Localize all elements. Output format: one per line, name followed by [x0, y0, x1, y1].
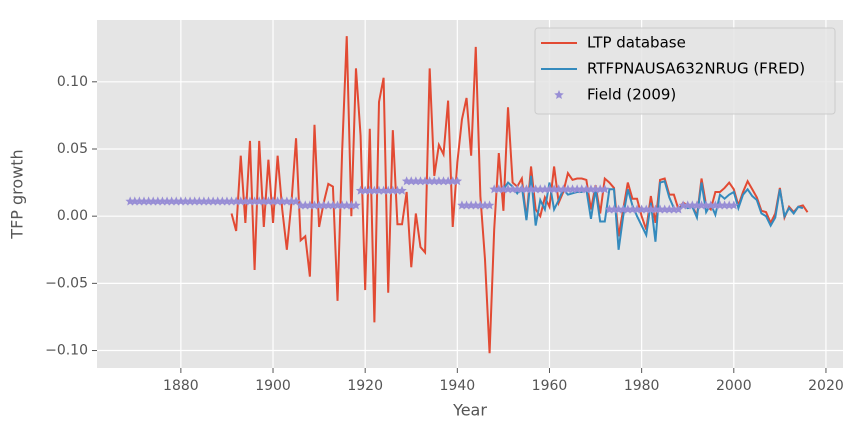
legend-label: RTFPNAUSA632NRUG (FRED)	[587, 60, 805, 78]
y-tick-label: 0.05	[57, 141, 88, 157]
y-axis-title: TFP growth	[8, 149, 27, 239]
legend-box	[534, 27, 836, 115]
star-marker	[600, 184, 610, 194]
star-marker	[452, 176, 463, 186]
x-tick-label: 2020	[808, 378, 844, 394]
legend: LTP database RTFPNAUSA632NRUG (FRED) Field…	[534, 27, 836, 115]
marks	[125, 36, 809, 354]
x-tick-label: 1900	[255, 378, 291, 394]
x-axis-title: Year	[452, 401, 487, 420]
y-tick-label: 0.10	[57, 74, 88, 90]
series-line	[502, 175, 804, 250]
legend-label: Field (2009)	[587, 86, 676, 104]
star-marker	[484, 200, 495, 210]
legend-marker	[554, 90, 564, 100]
x-tick-label: 1880	[163, 378, 199, 394]
ticks: 1880 1900 1920 1940 1960 1980 2000 2020 −0.10 −0.…	[45, 74, 844, 394]
star-marker	[397, 185, 407, 195]
y-tick-label: −0.10	[45, 343, 88, 359]
star-marker	[729, 200, 739, 210]
x-tick-label: 2000	[716, 378, 752, 394]
star-marker	[291, 196, 301, 206]
legend-label: LTP database	[587, 34, 686, 52]
y-tick-label: −0.05	[45, 275, 88, 291]
star-marker	[351, 200, 361, 210]
star-marker	[673, 204, 684, 214]
x-tick-label: 1980	[624, 378, 660, 394]
x-tick-label: 1920	[347, 378, 383, 394]
x-tick-label: 1940	[440, 378, 476, 394]
x-tick-label: 1960	[532, 378, 568, 394]
y-tick-label: 0.00	[57, 208, 88, 224]
